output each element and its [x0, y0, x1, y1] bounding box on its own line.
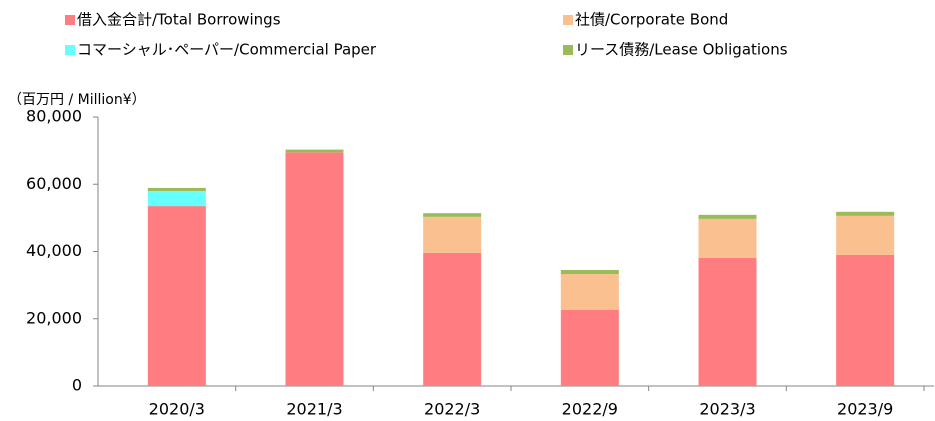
legend-label: リース債務/Lease Obligations [575, 41, 788, 59]
x-tick-label: 2022/9 [562, 400, 618, 419]
bar-segment [423, 252, 482, 386]
bar-segment [285, 149, 344, 153]
bar-segment [698, 257, 757, 386]
bar-segment [147, 190, 206, 207]
bar-segment [147, 187, 206, 191]
y-tick-label: 80,000 [26, 107, 82, 126]
y-tick-label: 60,000 [26, 174, 82, 193]
y-unit-label: （百万円 / Million¥） [8, 92, 146, 108]
bar-segment [698, 218, 757, 258]
x-tick-label: 2022/3 [424, 400, 480, 419]
bar-segment [836, 211, 895, 216]
y-tick-label: 20,000 [26, 308, 82, 327]
legend-swatch [563, 15, 573, 25]
legend-label: コマーシャル･ペーパー/Commercial Paper [77, 41, 377, 59]
x-tick-label: 2023/3 [699, 400, 755, 419]
legend-swatch [563, 45, 573, 55]
bar-segment [423, 213, 482, 217]
y-tick-label: 0 [72, 376, 82, 395]
bar-segment [836, 254, 895, 386]
bar-segment [147, 206, 206, 386]
x-tick-label: 2023/9 [837, 400, 893, 419]
bar-segment [698, 214, 757, 219]
bar-segment [836, 215, 895, 255]
x-tick-label: 2020/3 [149, 400, 205, 419]
legend-label: 借入金合計/Total Borrowings [77, 11, 281, 29]
bar-segment [423, 216, 482, 253]
legend-label: 社債/Corporate Bond [575, 11, 728, 29]
bar-segment [560, 310, 619, 386]
legend-swatch [65, 15, 75, 25]
bar-segment [560, 269, 619, 275]
bar-segment [560, 274, 619, 311]
y-tick-label: 40,000 [26, 241, 82, 260]
legend-swatch [65, 45, 75, 55]
bar-segment [285, 152, 344, 386]
x-tick-label: 2021/3 [286, 400, 342, 419]
